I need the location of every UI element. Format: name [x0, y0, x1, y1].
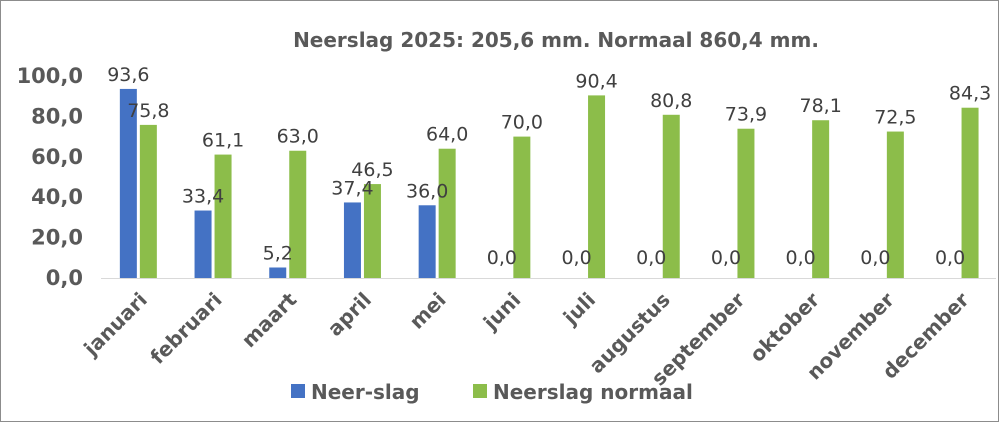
y-tick-label: 0,0 — [46, 266, 83, 290]
data-label-neerslag-januari: 93,6 — [107, 64, 149, 86]
bar-neerslag-mei — [418, 205, 436, 278]
bar-normaal-februari — [214, 154, 232, 278]
data-label-neerslag-december: 0,0 — [935, 247, 965, 269]
bar-neerslag-maart — [269, 267, 287, 278]
data-label-normaal-augustus: 80,8 — [650, 90, 692, 112]
y-tick-label: 40,0 — [31, 185, 83, 209]
data-label-normaal-juni: 70,0 — [501, 112, 543, 134]
x-tick-label-juli: juli — [558, 288, 600, 330]
legend-swatch-neerslag — [291, 384, 305, 398]
legend-label-normaal: Neerslag normaal — [493, 380, 693, 404]
x-tick-label-juni: juni — [478, 288, 526, 336]
data-label-normaal-juli: 90,4 — [575, 70, 617, 92]
data-label-normaal-mei: 64,0 — [426, 124, 468, 146]
data-label-normaal-december: 84,3 — [949, 83, 991, 105]
data-label-neerslag-juni: 0,0 — [487, 247, 517, 269]
data-labels: 93,6 75,8 33,4 61,1 5,2 63,0 37,446,5 36,0 64,0 0… — [107, 64, 991, 269]
bar-normaal-juli — [588, 95, 606, 278]
y-tick-label: 20,0 — [31, 226, 83, 250]
data-label-neerslag-september: 0,0 — [711, 247, 741, 269]
data-label-neerslag-februari: 33,4 — [182, 186, 224, 208]
data-label-normaal-maart: 63,0 — [277, 126, 319, 148]
bar-neerslag-april — [343, 202, 361, 278]
bar-normaal-oktober — [812, 120, 830, 278]
bar-neerslag-februari — [194, 210, 212, 278]
bar-normaal-mei — [438, 148, 456, 278]
data-label-normaal-oktober: 78,1 — [799, 95, 841, 117]
data-label-normaal-november: 72,5 — [874, 107, 916, 129]
data-label-neerslag-april: 37,4 — [331, 177, 373, 199]
data-label-neerslag-augustus: 0,0 — [636, 247, 666, 269]
data-label-normaal-april: 46,5 — [351, 159, 393, 181]
bar-normaal-september — [737, 128, 755, 278]
legend-label-neerslag: Neer-slag — [311, 380, 420, 404]
bar-neerslag-januari — [119, 88, 137, 278]
bar-normaal-juni — [513, 136, 531, 278]
y-tick-label: 60,0 — [31, 145, 83, 169]
legend: Neer-slag Neerslag normaal — [291, 380, 693, 404]
x-tick-label-oktober: oktober — [745, 287, 824, 366]
bars — [119, 88, 979, 279]
x-tick-label-februari: februari — [145, 288, 226, 369]
x-tick-label-maart: maart — [237, 287, 302, 352]
x-tick-label-januari: januari — [78, 288, 152, 362]
data-label-neerslag-juli: 0,0 — [561, 247, 591, 269]
y-tick-label: 100,0 — [17, 64, 83, 88]
bar-normaal-november — [886, 131, 904, 278]
data-label-neerslag-mei: 36,0 — [406, 180, 448, 202]
data-label-neerslag-oktober: 0,0 — [786, 247, 816, 269]
y-tick-label: 80,0 — [31, 104, 83, 128]
data-label-neerslag-maart: 5,2 — [263, 242, 293, 264]
bar-normaal-augustus — [662, 114, 680, 278]
y-axis: 0,0 20,0 40,0 60,0 80,0 100,0 — [17, 64, 83, 290]
data-label-neerslag-november: 0,0 — [860, 247, 890, 269]
legend-swatch-normaal — [473, 384, 487, 398]
bar-normaal-maart — [289, 150, 307, 278]
x-tick-label-april: april — [323, 288, 376, 341]
bar-normaal-januari — [139, 124, 157, 278]
x-tick-label-mei: mei — [405, 288, 451, 334]
chart-title: Neerslag 2025: 205,6 mm. Normaal 860,4 m… — [293, 28, 819, 52]
data-label-normaal-september: 73,9 — [725, 104, 767, 126]
data-label-normaal-januari: 75,8 — [127, 100, 169, 122]
data-label-normaal-februari: 61,1 — [202, 130, 244, 152]
bar-normaal-december — [961, 107, 979, 279]
bar-normaal-april — [363, 184, 381, 278]
